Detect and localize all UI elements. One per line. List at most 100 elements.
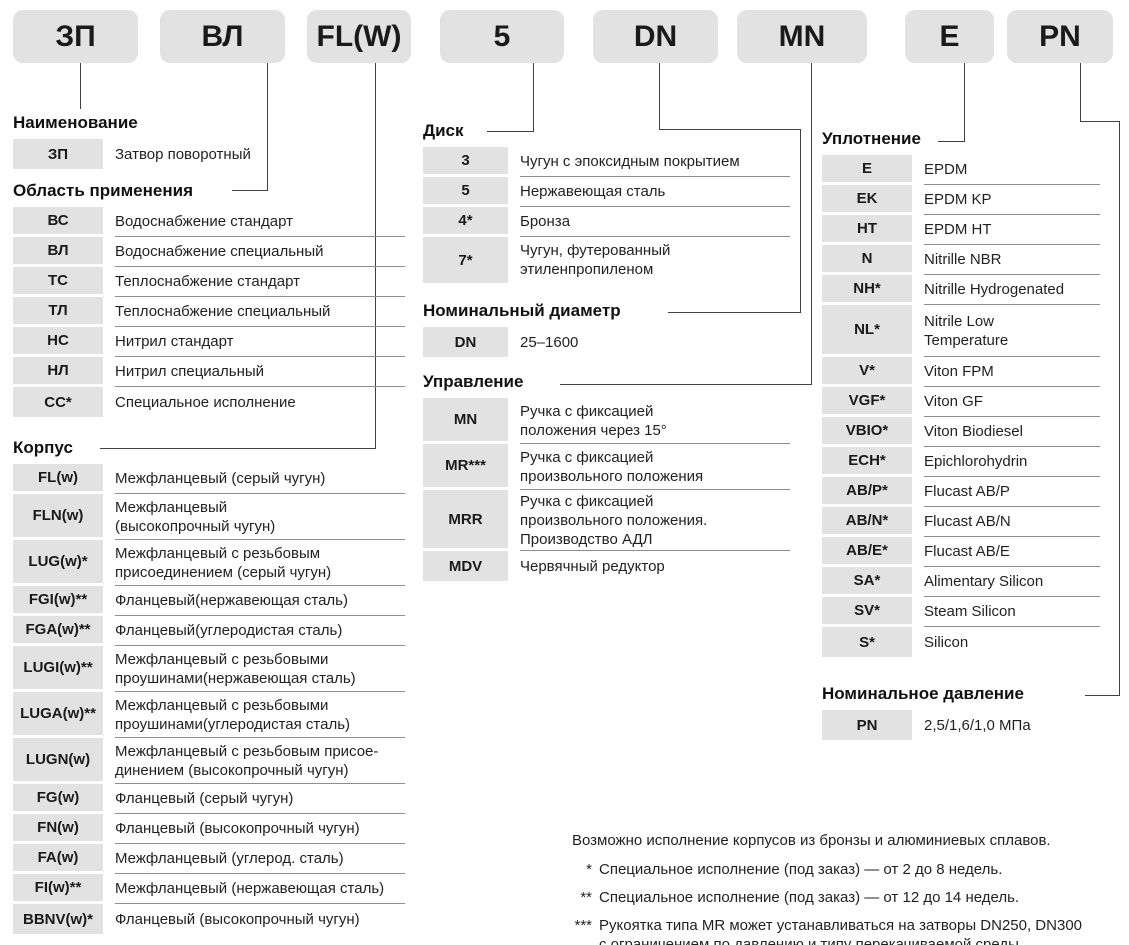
description-cell: Фланцевый (серый чугун): [115, 784, 405, 814]
table-row: 7* Чугун, футерованный этиленпропиленом: [423, 237, 790, 283]
code-cell: LUGN(w): [13, 738, 103, 781]
table-row: VGF* Viton GF: [822, 387, 1100, 417]
connector-line: [659, 63, 660, 130]
code-chip-label: FL(W): [316, 19, 402, 53]
section-title: Наименование: [13, 113, 138, 132]
code-chip-label: MN: [778, 19, 826, 53]
code-cell: PN: [822, 710, 912, 740]
code-cell: MN: [423, 398, 508, 441]
connector-line: [1080, 121, 1120, 122]
description-cell: Фланцевый(нержавеющая сталь): [115, 586, 405, 616]
table: E EPDM EK EPDM KP HT EPDM HT N Nitrille …: [822, 155, 1100, 657]
table-row: V* Viton FPM: [822, 357, 1100, 387]
table-row: S* Silicon: [822, 627, 1100, 657]
connector-line: [800, 129, 801, 313]
code-cell: MDV: [423, 551, 508, 581]
code-cell: AB/E*: [822, 537, 912, 564]
description-cell: Nitrille NBR: [924, 245, 1100, 275]
connector-line: [487, 131, 534, 132]
description-cell: Межфланцевый с резьбовым присое- динение…: [115, 738, 405, 784]
description-cell: Межфланцевый с резьбовыми проушинами(угл…: [115, 692, 405, 738]
table-row: BBNV(w)* Фланцевый (высокопрочный чугун): [13, 904, 405, 934]
table: 3 Чугун с эпоксидным покрытием 5 Нержаве…: [423, 147, 790, 283]
connector-line: [560, 384, 812, 385]
code-cell: ECH*: [822, 447, 912, 474]
footnote: * Специальное исполнение (под заказ) — о…: [540, 860, 1106, 879]
table-row: FGI(w)** Фланцевый(нержавеющая сталь): [13, 586, 405, 616]
footnote-text: Специальное исполнение (под заказ) — от …: [599, 889, 1020, 906]
table-row: MR*** Ручка с фиксацией произвольного по…: [423, 444, 790, 490]
code-cell: FA(w): [13, 844, 103, 871]
table-row: MN Ручка с фиксацией положения через 15°: [423, 398, 790, 444]
code-chip-disc: 5: [440, 10, 564, 63]
section-control: Управление MN Ручка с фиксацией положени…: [423, 372, 790, 581]
section-pressure: Номинальное давление PN 2,5/1,6/1,0 МПа: [822, 684, 1100, 740]
table-row: FL(w) Межфланцевый (серый чугун): [13, 464, 405, 494]
code-cell: VBIO*: [822, 417, 912, 444]
description-cell: Нержавеющая сталь: [520, 177, 790, 207]
description-cell: Flucast AB/E: [924, 537, 1100, 567]
code-chip-body: FL(W): [307, 10, 411, 63]
description-cell: Viton GF: [924, 387, 1100, 417]
footnotes: Возможно исполнение корпусов из бронзы и…: [540, 831, 1106, 945]
table-row: MDV Червячный редуктор: [423, 551, 790, 581]
table-row: ВЛ Водоснабжение специальный: [13, 237, 405, 267]
code-cell: V*: [822, 357, 912, 384]
description-cell: Затвор поворотный: [115, 145, 251, 163]
code-chip-scope: ВЛ: [160, 10, 285, 63]
footnote-text: Рукоятка типа MR может устанавливаться н…: [599, 917, 1083, 945]
code-cell: LUGI(w)**: [13, 646, 103, 689]
table-row: EK EPDM KP: [822, 185, 1100, 215]
description-cell: 25–1600: [520, 333, 579, 351]
table-row: FLN(w) Межфланцевый (высокопрочный чугун…: [13, 494, 405, 540]
footnote-marker: *: [586, 861, 592, 878]
table-row: DN 25–1600: [423, 327, 790, 357]
code-cell: AB/N*: [822, 507, 912, 534]
description-cell: Межфланцевый (серый чугун): [115, 464, 405, 494]
description-cell: Водоснабжение специальный: [115, 237, 405, 267]
code-cell: НС: [13, 327, 103, 354]
code-cell: LUGA(w)**: [13, 692, 103, 735]
section-diameter: Номинальный диаметр DN 25–1600: [423, 301, 790, 357]
description-cell: EPDM KP: [924, 185, 1100, 215]
code-chip-control: MN: [737, 10, 867, 63]
description-cell: Viton Biodiesel: [924, 417, 1100, 447]
table-row: ВС Водоснабжение стандарт: [13, 207, 405, 237]
table: DN 25–1600: [423, 327, 790, 357]
footnote-intro: Возможно исполнение корпусов из бронзы и…: [572, 832, 1051, 849]
table: ВС Водоснабжение стандарт ВЛ Водоснабжен…: [13, 207, 405, 417]
code-cell: MR***: [423, 444, 508, 487]
code-cell: NH*: [822, 275, 912, 302]
description-cell: 2,5/1,6/1,0 МПа: [924, 716, 1031, 734]
section-title: Управление: [423, 372, 524, 391]
code-cell: SA*: [822, 567, 912, 594]
code-cell: BBNV(w)*: [13, 904, 103, 934]
code-cell: 4*: [423, 207, 508, 234]
code-cell: 7*: [423, 237, 508, 283]
description-cell: Фланцевый (высокопрочный чугун): [115, 910, 360, 928]
footnote-text: Специальное исполнение (под заказ) — от …: [599, 861, 1003, 878]
table-row: FN(w) Фланцевый (высокопрочный чугун): [13, 814, 405, 844]
code-cell: AB/P*: [822, 477, 912, 504]
table-row: NL* Nitrile Low Temperature: [822, 305, 1100, 357]
table-row: FG(w) Фланцевый (серый чугун): [13, 784, 405, 814]
code-cell: СС*: [13, 387, 103, 417]
table-row: 4* Бронза: [423, 207, 790, 237]
code-cell: ТС: [13, 267, 103, 294]
table-row: N Nitrille NBR: [822, 245, 1100, 275]
code-cell: FGA(w)**: [13, 616, 103, 643]
table-row: AB/E* Flucast AB/E: [822, 537, 1100, 567]
table: MN Ручка с фиксацией положения через 15°…: [423, 398, 790, 581]
table-row: HT EPDM HT: [822, 215, 1100, 245]
section-body: Корпус FL(w) Межфланцевый (серый чугун) …: [13, 438, 405, 934]
code-cell: HT: [822, 215, 912, 242]
code-chip-label: ВЛ: [201, 19, 244, 53]
code-cell: DN: [423, 327, 508, 357]
code-chip-label: ЗП: [55, 19, 96, 53]
description-cell: Водоснабжение стандарт: [115, 207, 405, 237]
code-chip-pressure: PN: [1007, 10, 1113, 63]
code-cell: MRR: [423, 490, 508, 548]
description-cell: Silicon: [924, 633, 969, 651]
section-title: Корпус: [13, 438, 73, 457]
